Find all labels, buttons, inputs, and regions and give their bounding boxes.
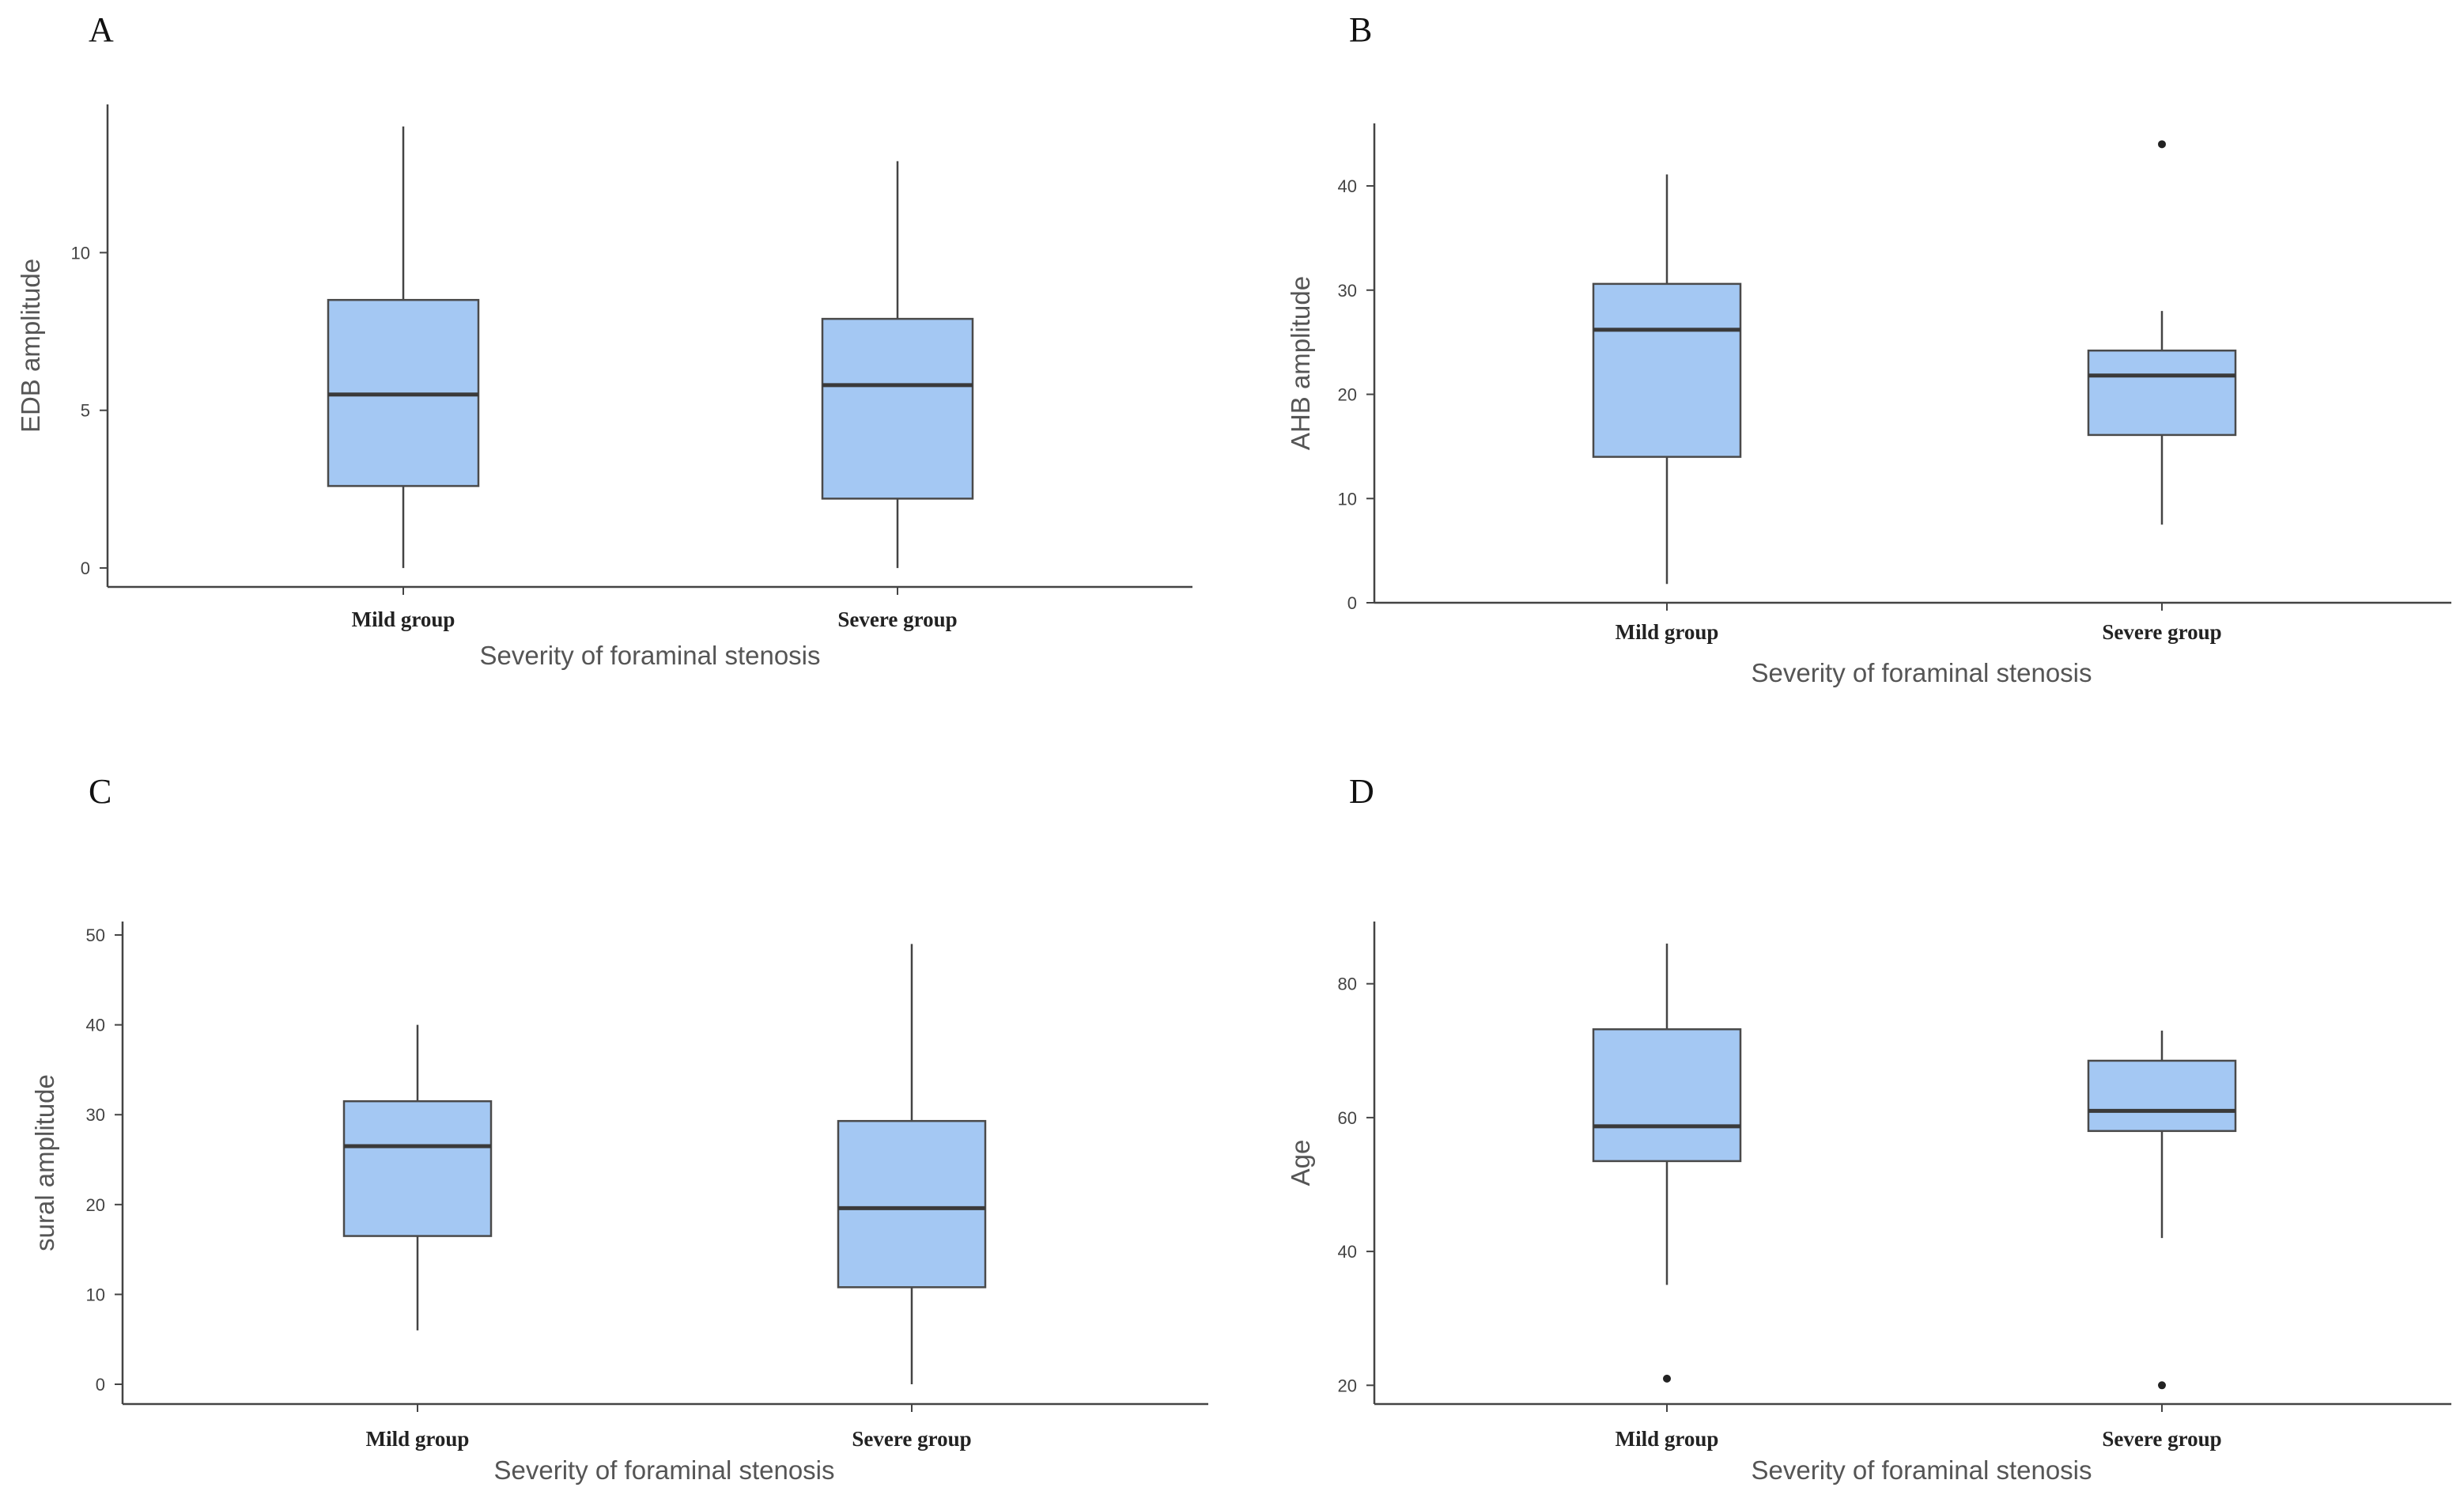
x-category-label: Mild group: [366, 1427, 470, 1451]
x-category-label: Severe group: [2102, 620, 2221, 644]
y-tick-label: 40: [1338, 1242, 1357, 1262]
box-mild-group: [1592, 943, 1742, 1383]
y-tick-label: 20: [1338, 1376, 1357, 1395]
y-tick-label: 30: [86, 1105, 105, 1125]
outlier-point: [1663, 1374, 1671, 1383]
y-tick-label: 0: [1347, 593, 1357, 613]
iqr-box: [821, 317, 974, 500]
y-axis-title: EDB amplitude: [16, 259, 45, 433]
iqr-box: [1592, 1028, 1742, 1163]
y-tick-label: 20: [86, 1195, 105, 1215]
x-category-label: Severe group: [837, 607, 957, 631]
y-axis-title: sural amplitude: [30, 1074, 59, 1251]
iqr-box: [837, 1119, 987, 1289]
panel-a: A 0 5 10 Mild group Severe group Severity of f…: [16, 10, 1192, 670]
y-tick-label: 40: [1338, 176, 1357, 196]
iqr-box: [342, 1099, 493, 1237]
y-tick-label: 80: [1338, 975, 1357, 994]
y-tick-label: 10: [86, 1285, 105, 1304]
box-severe-group: [821, 161, 974, 569]
y-tick-label: 30: [1338, 281, 1357, 301]
y-tick-label: 60: [1338, 1108, 1357, 1128]
x-category-label: Mild group: [1616, 1427, 1719, 1451]
y-tick-label: 50: [86, 925, 105, 945]
y-axis-title: AHB amplitude: [1286, 276, 1315, 450]
iqr-box: [2087, 349, 2237, 437]
iqr-box: [1592, 282, 1742, 458]
y-tick-label: 40: [86, 1016, 105, 1035]
box-mild-group: [1592, 174, 1742, 585]
box-severe-group: [2087, 1030, 2237, 1390]
panel-label: B: [1349, 10, 1372, 49]
iqr-box: [2087, 1059, 2237, 1133]
box-mild-group: [327, 126, 480, 569]
panels-group: A 0 5 10 Mild group Severe group Severity of f…: [16, 10, 2451, 1485]
panel-label: A: [89, 10, 114, 49]
box-severe-group: [2087, 140, 2237, 525]
panel-b: B 0 10 20 30 40 Mild group Severe group Severity…: [1286, 10, 2451, 687]
outlier-point: [2158, 140, 2166, 149]
y-tick-label: 10: [71, 243, 90, 263]
panel-d: D 20 40 60 80 Mild group Severe group Severity …: [1286, 772, 2451, 1485]
x-category-label: Mild group: [1616, 620, 1719, 644]
y-tick-label: 10: [1338, 489, 1357, 509]
x-axis-title: Severity of foraminal stenosis: [493, 1455, 834, 1485]
box-mild-group: [342, 1024, 493, 1330]
box-severe-group: [837, 944, 987, 1385]
y-tick-label: 20: [1338, 385, 1357, 405]
x-category-label: Mild group: [352, 607, 455, 631]
panel-label: D: [1349, 772, 1374, 811]
y-axis-title: Age: [1286, 1140, 1315, 1187]
y-tick-label: 0: [96, 1375, 105, 1395]
panel-c: C 0 10 20 30 40 50 Mild group Severe group Severi…: [30, 772, 1208, 1485]
y-tick-label: 0: [81, 558, 90, 578]
outlier-point: [2158, 1381, 2166, 1390]
y-tick-label: 5: [81, 401, 90, 421]
x-category-label: Severe group: [2102, 1427, 2221, 1451]
x-axis-title: Severity of foraminal stenosis: [1751, 658, 2092, 687]
x-axis-title: Severity of foraminal stenosis: [479, 641, 820, 670]
x-category-label: Severe group: [852, 1427, 971, 1451]
x-axis-title: Severity of foraminal stenosis: [1751, 1455, 2092, 1485]
panel-label: C: [89, 772, 111, 811]
